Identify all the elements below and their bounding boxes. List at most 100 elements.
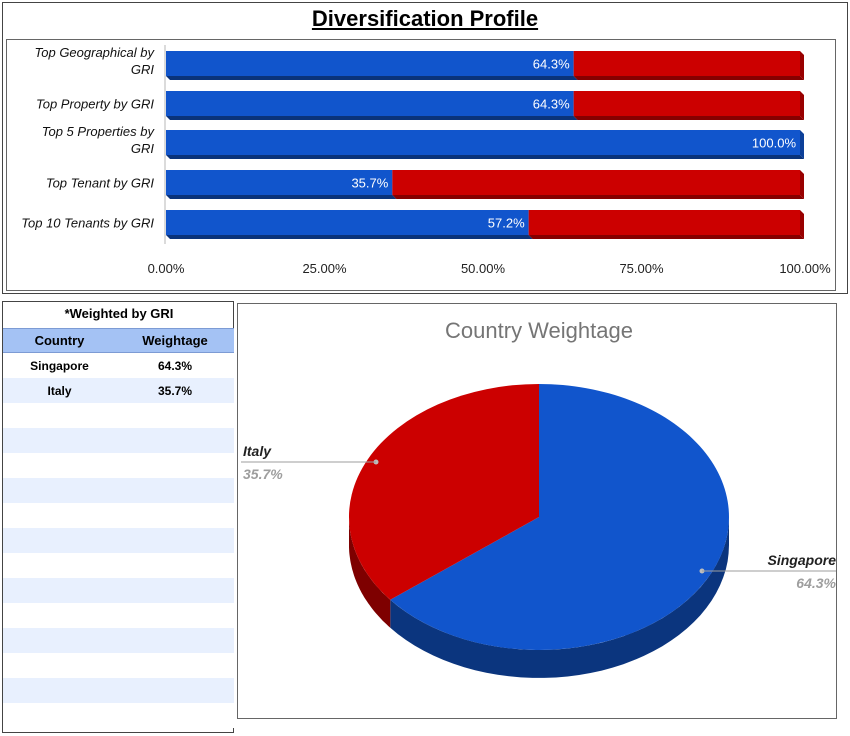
bar-end-cap bbox=[800, 210, 804, 239]
bar-remainder-depth bbox=[573, 116, 804, 120]
column-header-country: Country bbox=[3, 328, 116, 353]
pie-category-label: Singapore bbox=[768, 552, 837, 568]
cell-country: Italy bbox=[3, 378, 116, 403]
cell-weightage bbox=[116, 628, 234, 653]
table-empty-row bbox=[3, 503, 234, 528]
pie-slice-side bbox=[349, 517, 391, 628]
cell-country bbox=[3, 403, 116, 428]
pie-slice-side bbox=[390, 517, 729, 678]
cell-country bbox=[3, 553, 116, 578]
bar-end-cap bbox=[800, 91, 804, 120]
table-empty-row bbox=[3, 528, 234, 553]
cell-weightage bbox=[116, 678, 234, 703]
x-tick-label: 25.00% bbox=[302, 261, 347, 276]
cell-weightage bbox=[116, 653, 234, 678]
bar-remainder-segment bbox=[392, 170, 800, 195]
category-label: Top 10 Tenants by GRI bbox=[21, 216, 154, 231]
cell-weightage: 64.3% bbox=[116, 352, 234, 378]
cell-country bbox=[3, 678, 116, 703]
bar-chart: 64.3% Top Geographical by GRI 64.3% Top Prop… bbox=[21, 45, 831, 276]
pie-slice bbox=[348, 384, 539, 600]
bar-chart-panel bbox=[6, 39, 836, 291]
top-panel bbox=[2, 2, 848, 294]
cell-country bbox=[3, 453, 116, 478]
cell-weightage bbox=[116, 603, 234, 628]
bar-value-depth bbox=[166, 235, 533, 239]
x-tick-label: 0.00% bbox=[148, 261, 185, 276]
table-body: Singapore 64.3% Italy 35.7% bbox=[3, 352, 234, 728]
pie-value-label: 64.3% bbox=[796, 575, 836, 591]
pie-slice bbox=[390, 384, 729, 650]
cell-country bbox=[3, 603, 116, 628]
bar-value-segment bbox=[166, 91, 574, 116]
category-label: Top Property by GRI bbox=[36, 97, 154, 112]
cell-weightage bbox=[116, 478, 234, 503]
table-empty-row bbox=[3, 628, 234, 653]
table-empty-row bbox=[3, 703, 234, 728]
table-note: *Weighted by GRI bbox=[64, 306, 174, 321]
category-label: GRI bbox=[131, 62, 155, 77]
bar-value-label: 64.3% bbox=[533, 97, 570, 112]
cell-weightage bbox=[116, 578, 234, 603]
bar-value-label: 57.2% bbox=[488, 216, 525, 231]
table-empty-row bbox=[3, 653, 234, 678]
cell-weightage: 35.7% bbox=[116, 378, 234, 403]
page-title: Diversification Profile bbox=[311, 6, 539, 31]
cell-weightage bbox=[116, 703, 234, 728]
table-header-row: Country Weightage bbox=[3, 328, 234, 353]
cell-country bbox=[3, 578, 116, 603]
cell-country bbox=[3, 703, 116, 728]
cell-country bbox=[3, 653, 116, 678]
bar-value-depth bbox=[166, 116, 578, 120]
table-empty-row bbox=[3, 553, 234, 578]
weightage-table: Country Weightage Singapore 64.3% Italy 35.… bbox=[3, 328, 234, 728]
pie-value-label: 35.7% bbox=[243, 466, 283, 482]
category-label: Top Tenant by GRI bbox=[46, 176, 155, 191]
bar-value-segment bbox=[166, 51, 574, 76]
table-empty-row bbox=[3, 578, 234, 603]
category-label: GRI bbox=[131, 141, 155, 156]
cell-country bbox=[3, 528, 116, 553]
cell-weightage bbox=[116, 553, 234, 578]
bar-remainder-depth bbox=[392, 195, 804, 199]
bar-value-depth bbox=[166, 155, 804, 159]
bar-value-segment bbox=[166, 130, 800, 155]
category-label: Top 5 Properties by bbox=[42, 124, 156, 139]
cell-country bbox=[3, 628, 116, 653]
bar-end-cap bbox=[800, 170, 804, 199]
table-empty-row bbox=[3, 678, 234, 703]
cell-country: Singapore bbox=[3, 352, 116, 378]
x-tick-label: 100.00% bbox=[779, 261, 831, 276]
cell-country bbox=[3, 478, 116, 503]
table-empty-row bbox=[3, 428, 234, 453]
cell-weightage bbox=[116, 528, 234, 553]
table-empty-row bbox=[3, 478, 234, 503]
bar-remainder-segment bbox=[573, 91, 800, 116]
table-empty-row bbox=[3, 453, 234, 478]
bar-end-cap bbox=[800, 51, 804, 80]
bar-remainder-depth bbox=[528, 235, 804, 239]
x-tick-label: 75.00% bbox=[619, 261, 664, 276]
table-empty-row bbox=[3, 603, 234, 628]
bar-value-label: 64.3% bbox=[533, 57, 570, 72]
title-wrap: Diversification Profile bbox=[0, 6, 850, 32]
bar-value-depth bbox=[166, 195, 397, 199]
cell-weightage bbox=[116, 428, 234, 453]
bar-value-segment bbox=[166, 170, 393, 195]
pie-title: Country Weightage bbox=[445, 318, 633, 343]
bar-value-label: 100.0% bbox=[752, 136, 797, 151]
category-label: Top Geographical by bbox=[35, 45, 156, 60]
bar-end-cap bbox=[800, 130, 804, 159]
bar-value-segment bbox=[166, 210, 529, 235]
table-empty-row bbox=[3, 403, 234, 428]
cell-weightage bbox=[116, 403, 234, 428]
table-row: Italy 35.7% bbox=[3, 378, 234, 403]
bar-value-depth bbox=[166, 76, 578, 80]
cell-country bbox=[3, 503, 116, 528]
cell-country bbox=[3, 428, 116, 453]
bar-value-label: 35.7% bbox=[351, 176, 388, 191]
cell-weightage bbox=[116, 503, 234, 528]
cell-weightage bbox=[116, 453, 234, 478]
bar-remainder-segment bbox=[528, 210, 800, 235]
